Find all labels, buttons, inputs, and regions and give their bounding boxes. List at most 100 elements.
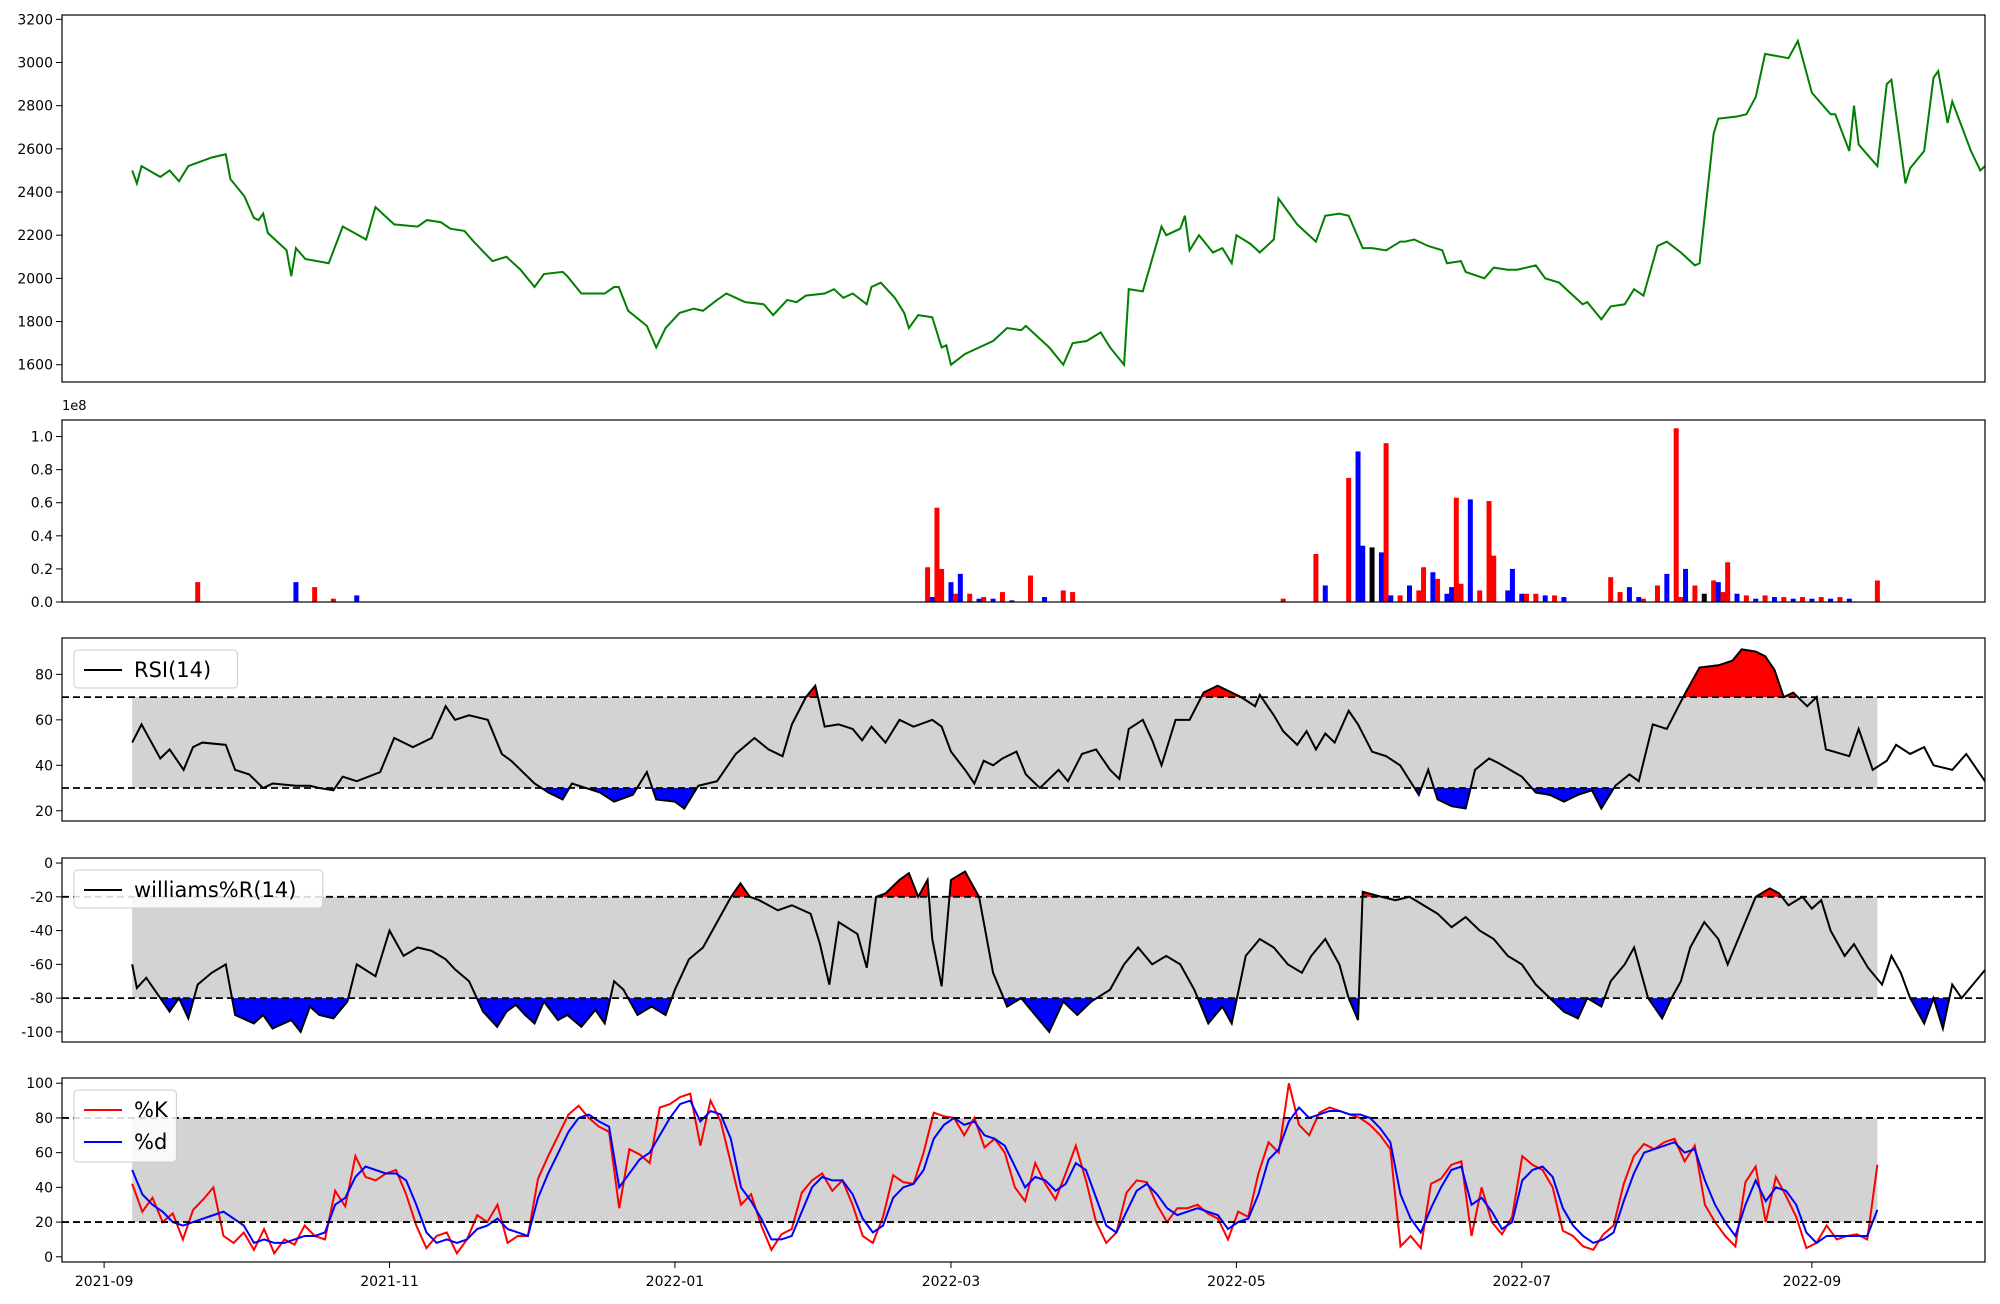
band-shading-4 (132, 1117, 1878, 1223)
volume-bar (1720, 592, 1726, 602)
oversold-fill-1 (541, 788, 570, 800)
volume-bar (330, 598, 336, 602)
volume-bar (1533, 593, 1539, 602)
volume-bar (1617, 592, 1623, 602)
oversold-fill-2 (232, 998, 349, 1032)
x-tick-label: 2022-07 (1493, 1274, 1552, 1290)
volume-bar (1509, 568, 1515, 602)
oversold-fill-3 (652, 788, 697, 809)
volume-bar (1626, 587, 1632, 602)
y-tick-label: 3200 (17, 12, 53, 28)
overbought-fill-3 (949, 871, 980, 897)
y-tick-label: 0.6 (31, 496, 53, 512)
y-tick-label: -80 (30, 991, 53, 1007)
volume-bar (1505, 590, 1511, 602)
volume-bar (1636, 597, 1642, 602)
volume-bar (939, 568, 945, 602)
y-tick-label: -60 (30, 957, 53, 973)
overbought-fill-0 (731, 883, 750, 897)
volume-bar (953, 593, 959, 602)
volume-bar (1753, 598, 1759, 602)
volume-bar (1552, 595, 1558, 602)
volume-bar (1561, 597, 1567, 602)
volume-bar (1486, 501, 1492, 602)
volume-bar (1523, 593, 1529, 602)
rsi-line (131, 648, 1985, 811)
volume-bar (1453, 497, 1459, 602)
volume-bar (1654, 585, 1660, 602)
x-tick-label: 2022-09 (1783, 1274, 1842, 1290)
volume-bar (1683, 568, 1689, 602)
volume-bar (1313, 554, 1319, 602)
axes-frame-0 (61, 14, 1986, 383)
volume-bar (354, 595, 360, 602)
y-tick-label: 0.0 (31, 595, 53, 611)
band-shading-3 (132, 896, 1878, 999)
volume-bar (1692, 585, 1698, 602)
x-tick-label: 2022-03 (922, 1274, 981, 1290)
x-tick-label: 2022-05 (1207, 1274, 1266, 1290)
volume-bar (1678, 597, 1684, 602)
williams-r-line (131, 870, 1985, 1034)
volume-bar (312, 587, 318, 602)
volume-bar (1715, 582, 1721, 602)
volume-bar (1711, 580, 1717, 602)
y-tick-label: 1600 (17, 358, 53, 374)
volume-bar (1809, 598, 1815, 602)
y-tick-label: 100 (26, 1076, 53, 1092)
oversold-fill-13 (1933, 998, 1950, 1029)
volume-bar (1640, 598, 1646, 602)
volume-bar (1542, 595, 1548, 602)
y-tick-label: 3000 (17, 55, 53, 71)
legend-box-4 (73, 1089, 177, 1163)
y-tick-label: 2600 (17, 142, 53, 158)
volume-bar (1435, 578, 1441, 602)
overbought-fill-1 (1201, 685, 1242, 698)
volume-bar (195, 582, 201, 602)
y-tick-label: 2000 (17, 271, 53, 287)
x-tick-label: 2021-11 (360, 1274, 419, 1290)
oversold-fill-7 (1197, 998, 1237, 1024)
volume-bar (1818, 597, 1824, 602)
volume-bar (934, 507, 940, 602)
legend-box-2 (73, 649, 238, 689)
volume-bar (1009, 600, 1015, 602)
volume-bar (1673, 428, 1679, 602)
volume-bar (981, 597, 987, 602)
volume-bar (967, 593, 973, 602)
volume-bar (957, 573, 963, 602)
axes-frame-1 (61, 419, 1986, 603)
axes-frame-4 (61, 1077, 1986, 1263)
volume-bar (925, 567, 931, 602)
oversold-fill-1 (178, 998, 194, 1019)
legend-label: %d (134, 1130, 167, 1154)
volume-bar (1743, 595, 1749, 602)
oversold-fill-6 (1021, 998, 1097, 1032)
volume-bar (1828, 598, 1834, 602)
x-tick-label: 2021-09 (75, 1274, 134, 1290)
volume-bar (1416, 590, 1422, 602)
volume-bar (1449, 587, 1455, 602)
volume-bar (1397, 595, 1403, 602)
volume-bar (1378, 552, 1384, 602)
volume-bar (976, 598, 982, 602)
overbought-fill-3 (1683, 649, 1784, 698)
volume-bar (1369, 547, 1375, 602)
volume-bar (1477, 590, 1483, 602)
volume-bar (1701, 593, 1707, 602)
volume-bar (1360, 545, 1366, 602)
volume-bar (1608, 577, 1614, 602)
oversold-fill-12 (1910, 998, 1934, 1024)
y-tick-label: 1.0 (31, 430, 53, 446)
oversold-fill-5 (1433, 788, 1471, 809)
volume-bar (1280, 598, 1286, 602)
volume-bar (1346, 477, 1352, 602)
y-tick-label: -20 (30, 890, 53, 906)
oversold-fill-9 (1549, 998, 1588, 1019)
y-tick-label: 2400 (17, 185, 53, 201)
stoch-k-line (131, 1082, 1879, 1256)
volume-bar (1874, 580, 1880, 602)
overbought-fill-5 (1755, 888, 1782, 897)
